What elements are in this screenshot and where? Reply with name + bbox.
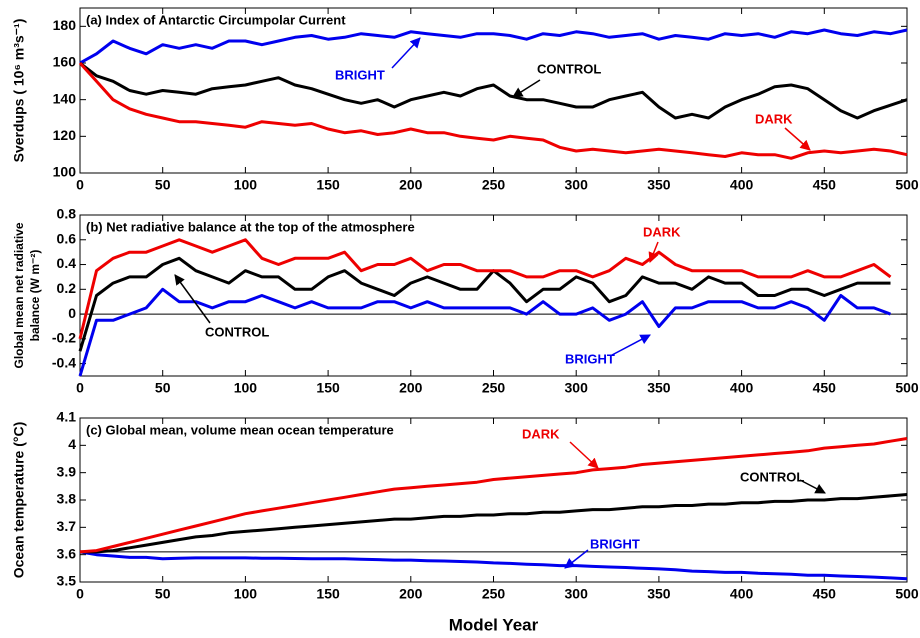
y-tick-label: 3.7 [57,518,77,534]
series-label: CONTROL [205,324,269,339]
x-tick-label: 500 [895,586,919,602]
x-tick-label: 50 [155,586,171,602]
y-axis-label: Sverdups ( 10⁶ m³s⁻¹) [11,19,27,163]
x-tick-label: 0 [76,586,84,602]
x-tick-label: 0 [76,380,84,396]
y-tick-label: 3.9 [57,463,77,479]
x-tick-label: 100 [234,177,258,193]
y-axis-label: Global mean net radiative [12,222,26,368]
x-tick-label: 100 [234,380,258,396]
panel-title: (a) Index of Antarctic Circumpolar Curre… [86,12,346,27]
x-tick-label: 400 [730,177,754,193]
y-tick-label: 0.8 [57,206,77,222]
panel-title: (c) Global mean, volume mean ocean tempe… [86,422,394,437]
label-arrow [648,241,659,263]
series-label: DARK [522,426,560,441]
label-arrow [174,274,211,324]
series-label: BRIGHT [590,536,640,551]
y-tick-label: 160 [53,54,77,70]
x-tick-label: 0 [76,177,84,193]
x-tick-label: 200 [399,177,423,193]
y-tick-label: 180 [53,17,77,33]
series-line [78,256,891,352]
x-tick-label: 150 [316,380,340,396]
x-tick-label: 500 [895,177,919,193]
x-tick-label: 450 [813,177,837,193]
x-tick-label: 350 [647,177,671,193]
series-label: DARK [755,111,793,126]
label-arrow [784,127,811,151]
series-line [80,493,908,554]
y-tick-label: 4 [68,436,76,452]
label-arrow [611,334,651,356]
x-tick-label: 450 [813,586,837,602]
x-tick-label: 300 [565,177,589,193]
series-label: DARK [643,224,681,239]
x-tick-label: 350 [647,380,671,396]
x-tick-label: 250 [482,177,506,193]
y-tick-label: 120 [53,127,77,143]
y-tick-label: 100 [53,164,77,180]
y-tick-label: 3.6 [57,545,77,561]
x-axis-label: Model Year [449,615,539,634]
label-arrow [564,549,589,569]
series-line [78,61,908,160]
x-tick-label: 450 [813,380,837,396]
x-tick-label: 50 [155,380,171,396]
y-tick-label: 0.4 [57,255,77,271]
x-tick-label: 250 [482,380,506,396]
x-tick-label: 300 [565,380,589,396]
x-tick-label: 400 [730,586,754,602]
y-tick-label: 4.1 [57,409,77,425]
x-tick-label: 50 [155,177,171,193]
series-label: BRIGHT [335,67,385,82]
y-tick-label: 0.6 [57,230,77,246]
y-axis-label: Ocean temperature (°C) [11,422,27,579]
x-tick-label: 300 [565,586,589,602]
series-line [79,61,908,120]
y-tick-label: 3.8 [57,491,77,507]
series-line [78,287,892,377]
x-tick-label: 250 [482,586,506,602]
x-tick-label: 400 [730,380,754,396]
panel-title: (b) Net radiative balance at the top of … [86,219,415,234]
y-tick-label: 0 [68,305,76,321]
label-arrow [569,441,599,469]
y-axis-label: balance (W m⁻²) [28,250,42,342]
label-arrow [391,37,421,69]
y-tick-label: -0.4 [52,354,76,370]
y-tick-label: -0.2 [52,330,76,346]
x-tick-label: 100 [234,586,258,602]
label-arrow [799,479,826,494]
series-label: CONTROL [537,61,601,76]
x-tick-label: 200 [399,380,423,396]
series-label: CONTROL [740,469,804,484]
x-tick-label: 150 [316,586,340,602]
series-label: BRIGHT [565,351,615,366]
series-line [79,28,908,65]
x-tick-label: 500 [895,380,919,396]
x-tick-label: 150 [316,177,340,193]
x-tick-label: 200 [399,586,423,602]
y-tick-label: 3.5 [57,573,77,589]
y-tick-label: 0.2 [57,280,77,296]
label-arrow [512,79,541,98]
series-line [79,550,908,581]
series-line [78,238,892,340]
plot-frame [79,214,908,377]
y-tick-label: 140 [53,90,77,106]
series-line [79,437,908,554]
x-tick-label: 350 [647,586,671,602]
